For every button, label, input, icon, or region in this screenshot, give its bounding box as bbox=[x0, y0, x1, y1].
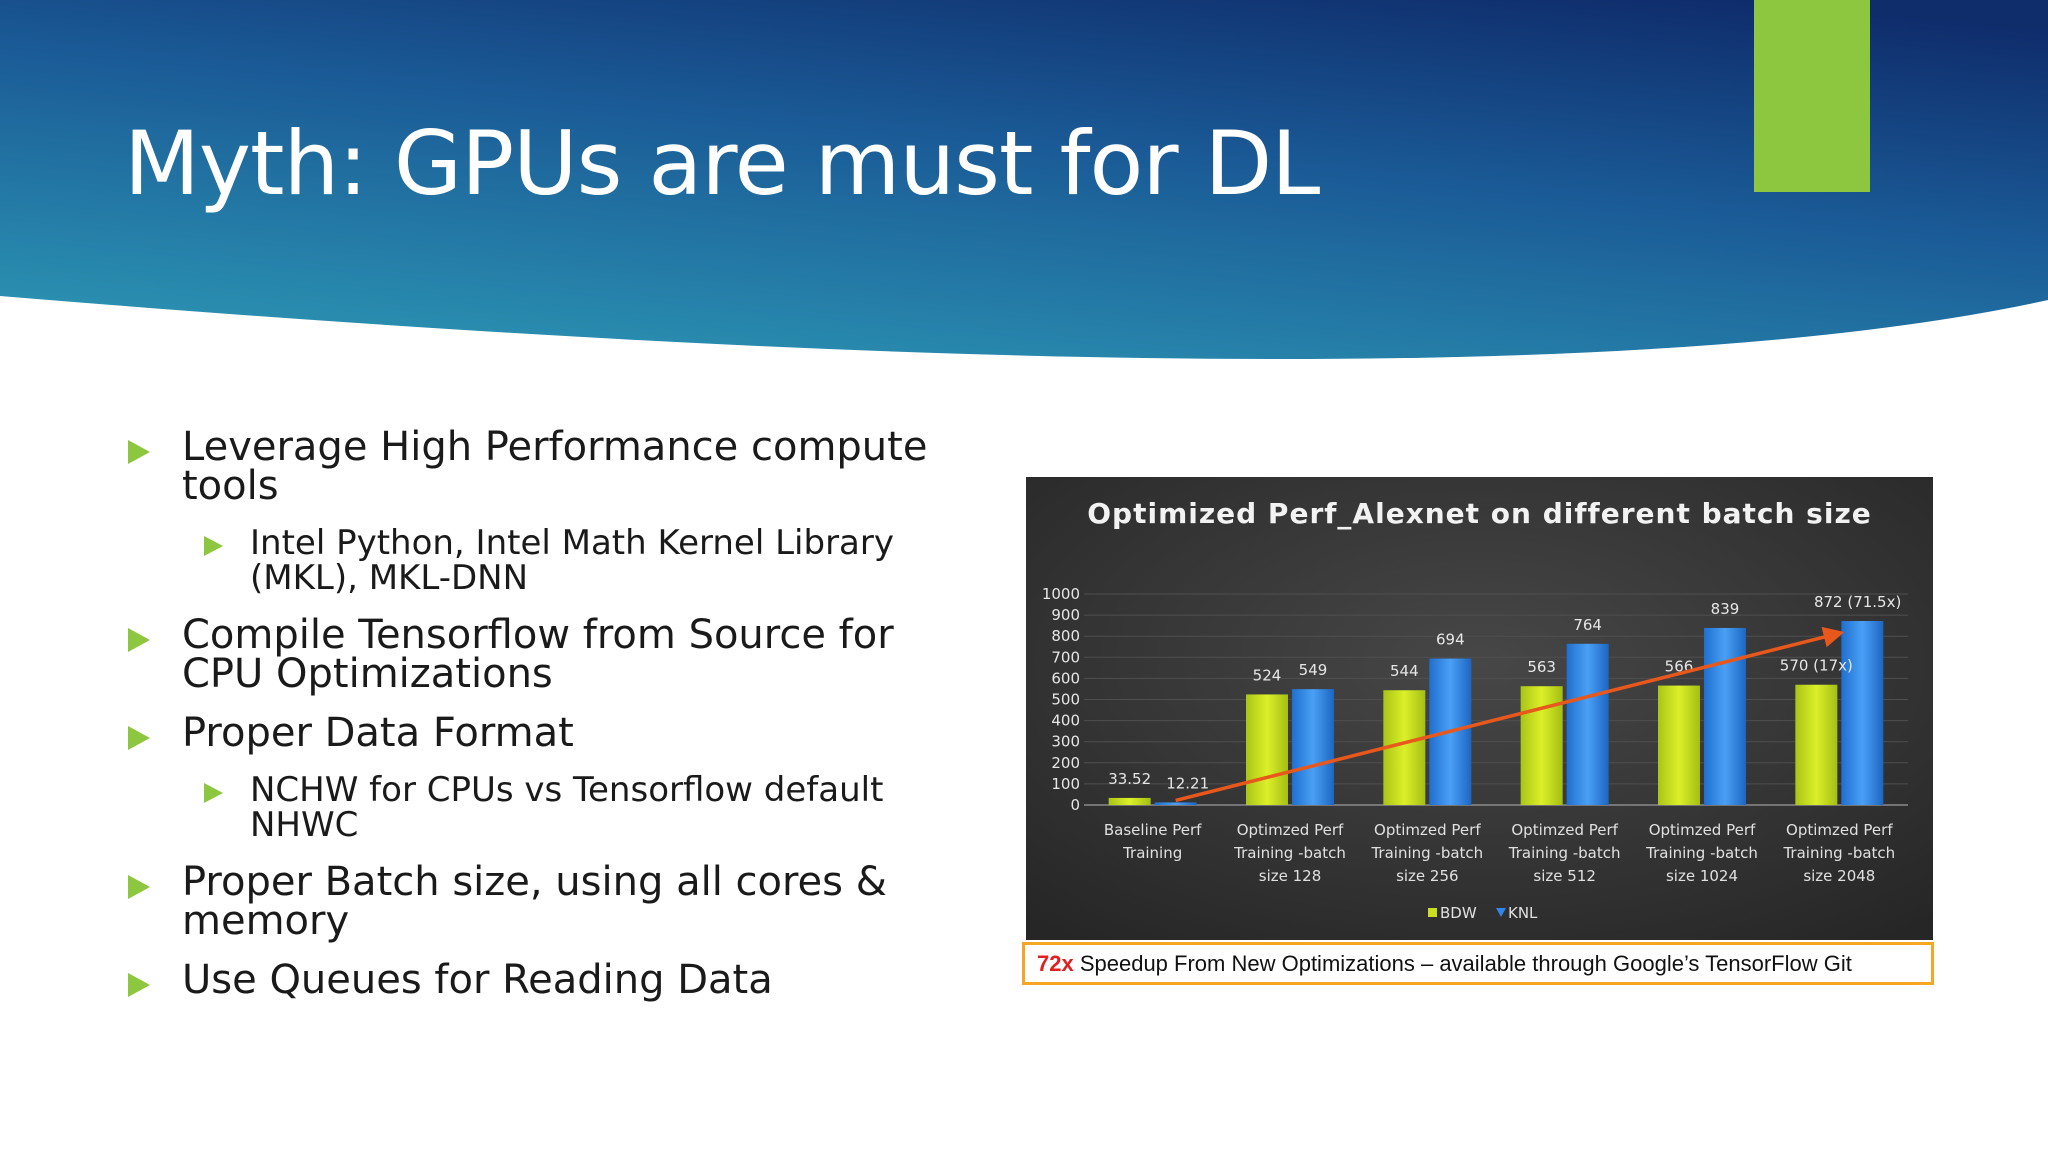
y-tick-label: 100 bbox=[1051, 775, 1080, 793]
bullet-text: NCHW for CPUs vs Tensorflow default NHWC bbox=[250, 770, 884, 845]
data-label: 33.52 bbox=[1108, 770, 1151, 788]
x-tick-label: Optimzed Perf Training -batch size 2048 bbox=[1782, 821, 1895, 885]
bullet-item: Leverage High Performance compute tools bbox=[124, 427, 964, 506]
legend-label: BDW bbox=[1440, 904, 1477, 922]
bullet-text: Intel Python, Intel Math Kernel Library … bbox=[250, 523, 894, 598]
data-label: 570 (17x) bbox=[1780, 657, 1853, 675]
x-tick-label: Optimzed Perf Training -batch size 256 bbox=[1370, 821, 1483, 885]
bullet-text: Proper Batch size, using all cores & mem… bbox=[182, 859, 887, 944]
caption-emphasis: 72x bbox=[1037, 951, 1074, 976]
x-tick-label: Optimzed Perf Training -batch size 1024 bbox=[1645, 821, 1758, 885]
bar-bdw bbox=[1658, 685, 1700, 805]
y-tick-label: 1000 bbox=[1042, 585, 1080, 603]
data-label: 563 bbox=[1527, 658, 1556, 676]
bar-knl bbox=[1292, 689, 1334, 805]
data-label: 544 bbox=[1390, 662, 1419, 680]
chart-panel: 0 100 200 300 400 500 600 700 800 900 1000 33.52 52… bbox=[1026, 477, 1933, 940]
bullet-text: Compile Tensorflow from Source for CPU O… bbox=[182, 612, 894, 697]
data-label: 839 bbox=[1711, 600, 1740, 618]
data-label: 764 bbox=[1573, 616, 1602, 634]
sub-bullet-item: Intel Python, Intel Math Kernel Library … bbox=[124, 526, 964, 596]
bar-bdw bbox=[1108, 797, 1151, 805]
data-label: 549 bbox=[1299, 661, 1328, 679]
x-tick-label: Baseline Perf Training bbox=[1104, 821, 1202, 862]
bullet-arrow-icon bbox=[128, 875, 150, 899]
legend-swatch-bdw bbox=[1428, 908, 1437, 917]
bullet-item: Proper Batch size, using all cores & mem… bbox=[124, 862, 964, 941]
bullet-item: Use Queues for Reading Data bbox=[124, 960, 964, 1000]
trend-arrow bbox=[1175, 626, 1845, 803]
bullet-item: Proper Data Format bbox=[124, 713, 964, 753]
bullet-arrow-icon bbox=[128, 628, 150, 652]
y-tick-label: 500 bbox=[1051, 691, 1080, 709]
bullet-list: Leverage High Performance compute tools … bbox=[124, 427, 964, 1020]
bar-bdw bbox=[1246, 694, 1288, 805]
legend-label: KNL bbox=[1508, 904, 1538, 922]
y-tick-label: 600 bbox=[1051, 669, 1080, 687]
caption-box: 72x Speedup From New Optimizations – ava… bbox=[1022, 942, 1934, 985]
sub-bullet-item: NCHW for CPUs vs Tensorflow default NHWC bbox=[124, 773, 964, 843]
slide-title: Myth: GPUs are must for DL bbox=[124, 112, 1320, 215]
bullet-text: Leverage High Performance compute tools bbox=[182, 424, 928, 509]
bullet-item: Compile Tensorflow from Source for CPU O… bbox=[124, 615, 964, 694]
legend-swatch-knl bbox=[1496, 908, 1506, 917]
bullet-arrow-icon bbox=[204, 536, 223, 556]
bar-chart: 0 100 200 300 400 500 600 700 800 900 1000 33.52 52… bbox=[1026, 477, 1933, 940]
y-tick-label: 800 bbox=[1051, 627, 1080, 645]
y-tick-label: 400 bbox=[1051, 712, 1080, 730]
bullet-arrow-icon bbox=[128, 726, 150, 750]
data-label: 524 bbox=[1253, 666, 1282, 684]
y-tick-label: 700 bbox=[1051, 648, 1080, 666]
bullet-arrow-icon bbox=[128, 440, 150, 464]
chart-title: Optimized Perf_Alexnet on different batc… bbox=[1087, 497, 1872, 530]
bar-knl bbox=[1841, 621, 1884, 805]
bar-knl bbox=[1154, 802, 1197, 805]
bullet-text: Use Queues for Reading Data bbox=[182, 957, 773, 1003]
y-tick-label: 200 bbox=[1051, 754, 1080, 772]
bar-knl bbox=[1704, 627, 1746, 805]
bar-knl bbox=[1566, 643, 1609, 805]
header-background bbox=[0, 0, 2048, 360]
y-tick-label: 0 bbox=[1070, 796, 1080, 814]
data-label: 872 (71.5x) bbox=[1814, 593, 1901, 611]
data-label: 694 bbox=[1436, 631, 1465, 649]
bar-bdw bbox=[1795, 684, 1838, 805]
caption-text: Speedup From New Optimizations – availab… bbox=[1073, 951, 1852, 976]
x-tick-label: Optimzed Perf Training -batch size 512 bbox=[1508, 821, 1621, 885]
bullet-arrow-icon bbox=[128, 973, 150, 997]
y-tick-label: 900 bbox=[1051, 606, 1080, 624]
y-tick-label: 300 bbox=[1051, 733, 1080, 751]
x-tick-label: Optimzed Perf Training -batch size 128 bbox=[1233, 821, 1346, 885]
bullet-text: Proper Data Format bbox=[182, 710, 574, 756]
data-label: 12.21 bbox=[1166, 774, 1209, 792]
bullet-arrow-icon bbox=[204, 783, 223, 803]
accent-block bbox=[1754, 0, 1870, 192]
